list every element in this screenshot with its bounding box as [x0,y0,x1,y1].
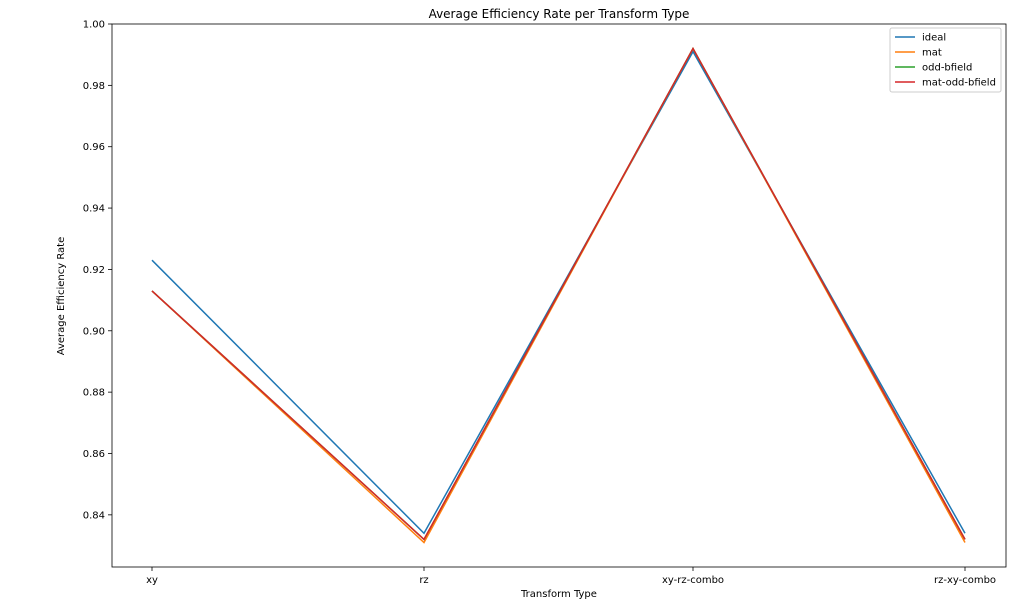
legend-label: mat-odd-bfield [922,78,996,89]
chart-title: Average Efficiency Rate per Transform Ty… [429,7,690,21]
x-axis-label: Transform Type [520,589,597,600]
y-tick-label: 0.86 [83,449,105,460]
y-tick-label: 0.98 [83,81,105,92]
y-tick-label: 0.90 [83,326,105,337]
x-tick-label: rz-xy-combo [934,575,996,586]
legend-label: odd-bfield [922,63,972,74]
series-line-mat-odd-bfield [151,46,966,541]
x-tick-label: rz [419,575,428,586]
y-axis-label: Average Efficiency Rate [56,237,67,356]
series-lines [151,46,966,544]
y-axis: 0.84 0.86 0.88 0.90 0.92 0.94 0.96 0.98 1.00 [83,20,112,521]
y-tick-label: 0.92 [83,265,105,276]
legend-label: ideal [922,33,946,44]
x-axis: xy rz xy-rz-combo rz-xy-combo [146,567,996,586]
plot-area [111,23,1007,568]
y-tick-label: 0.96 [83,142,105,153]
y-tick-label: 0.84 [83,510,105,521]
x-tick-label: xy-rz-combo [662,575,724,586]
x-tick-label: xy [146,575,158,586]
legend: ideal mat odd-bfield mat-odd-bfield [889,27,1002,93]
y-tick-label: 0.94 [83,204,105,215]
legend-label: mat [922,48,942,59]
y-tick-label: 1.00 [83,20,105,31]
y-tick-label: 0.88 [83,388,105,399]
legend-box [889,27,1002,93]
